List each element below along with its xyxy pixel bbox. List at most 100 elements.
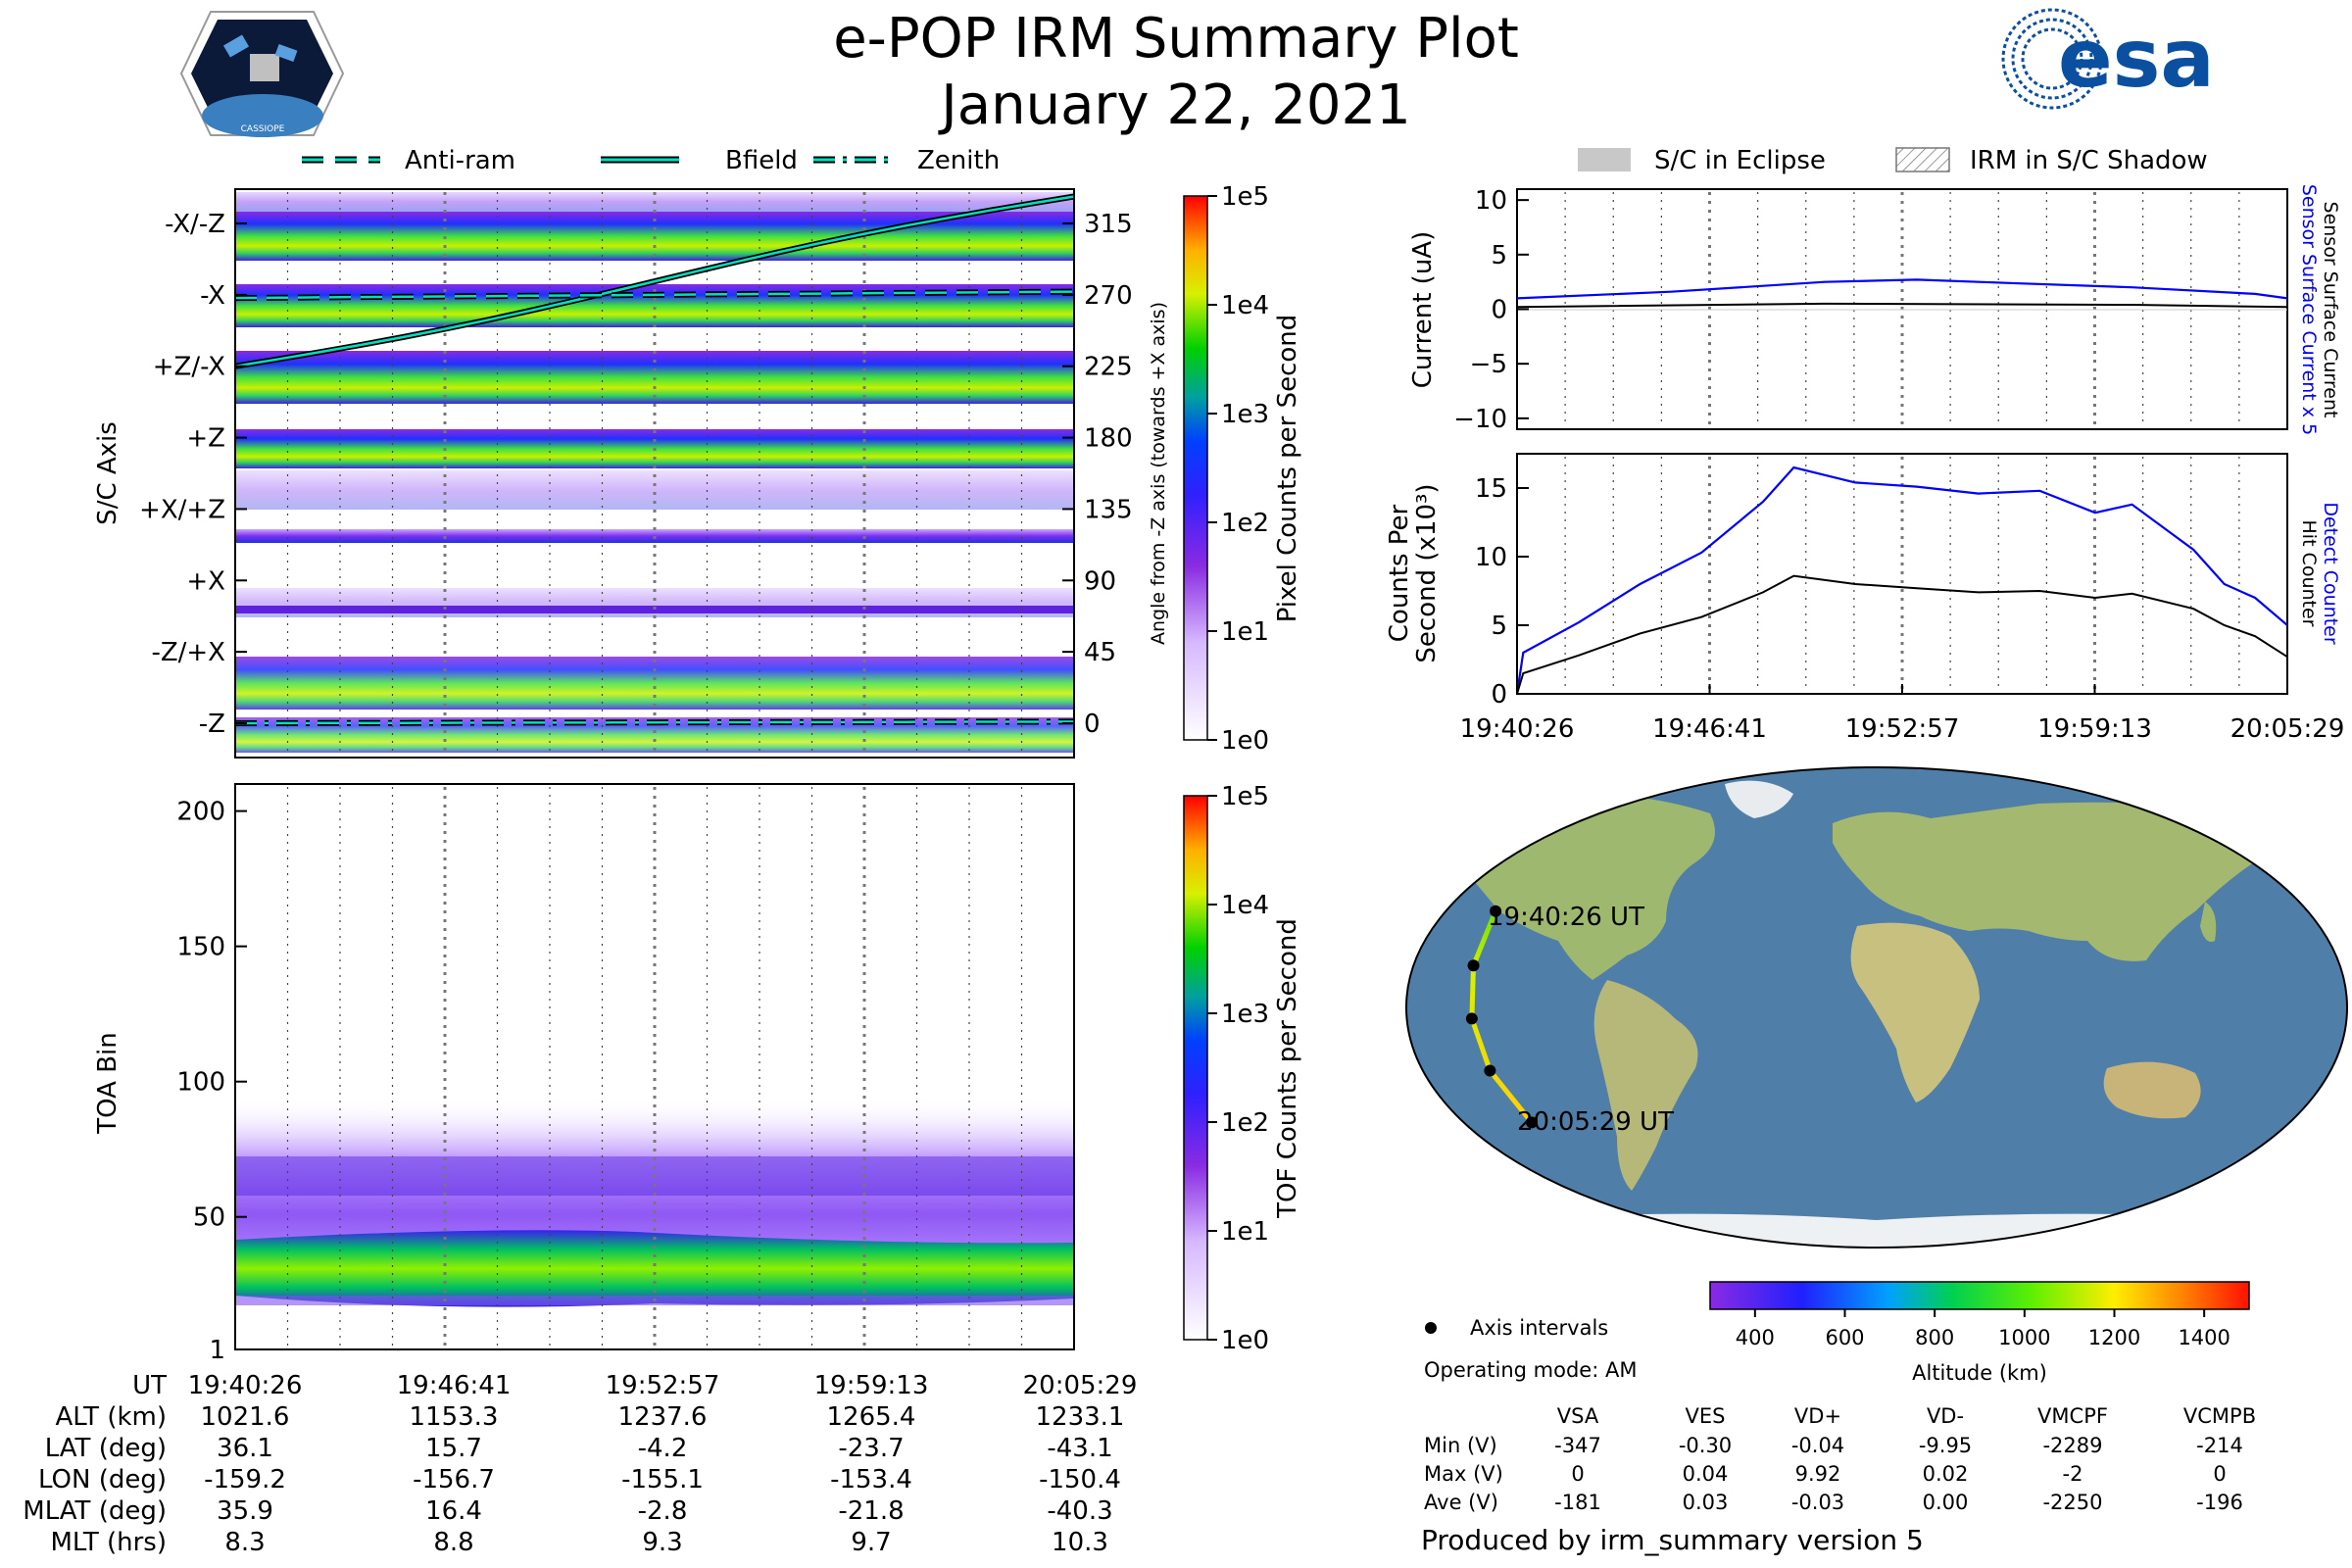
orbit-point bbox=[1490, 905, 1502, 917]
sensor-current-x5-line bbox=[1516, 278, 2288, 300]
current-panel: 10 5 0 −5 −10 Current (uA) Sensor Surface Cu… bbox=[1408, 184, 2341, 435]
voltage-header: VES bbox=[1686, 1404, 1726, 1428]
voltage-cell: -0.03 bbox=[1791, 1491, 1844, 1514]
sc-axis-tick-label: -X/-Z bbox=[165, 210, 225, 239]
toa-tick-label: 150 bbox=[176, 933, 225, 962]
ephemeris-cell: -4.2 bbox=[638, 1434, 688, 1463]
ephemeris-cell: -156.7 bbox=[413, 1465, 495, 1494]
angle-tick-label: 90 bbox=[1084, 566, 1116, 596]
page-title: e-POP IRM Summary Plot bbox=[833, 7, 1519, 71]
voltage-cell: 0.02 bbox=[1923, 1462, 1969, 1486]
sc-axis-tick-label: +X/+Z bbox=[139, 495, 225, 524]
ephemeris-cell: 1265.4 bbox=[827, 1402, 916, 1432]
sc-axis-time-grid bbox=[286, 192, 1023, 755]
ephemeris-cell: 10.3 bbox=[1052, 1528, 1108, 1557]
colorbar-tick-label: 1e1 bbox=[1221, 1217, 1269, 1247]
voltage-header: VMCPF bbox=[2037, 1404, 2108, 1428]
altitude-colorbar-ticks: 400 600 800 1000 1200 1400 bbox=[1736, 1309, 2230, 1349]
detect-counter-line bbox=[1515, 466, 2288, 695]
ephemeris-cell: 19:52:57 bbox=[606, 1371, 720, 1400]
sc-axis-tick-label: -Z/+X bbox=[151, 638, 225, 667]
voltage-cell: 9.92 bbox=[1795, 1462, 1841, 1486]
ephemeris-cell: -23.7 bbox=[838, 1434, 904, 1463]
angle-tick-label: 270 bbox=[1084, 281, 1133, 311]
ephemeris-cell: 9.7 bbox=[851, 1528, 891, 1557]
altitude-tick-label: 1400 bbox=[2178, 1326, 2230, 1349]
status-block: Axis intervals Operating mode: AM VSA VES… bbox=[1421, 1316, 2256, 1556]
colorbar-tick-label: 1e4 bbox=[1221, 891, 1269, 920]
sc-axis-y-ticks: -Z -Z/+X +X +X/+Z +Z +Z/-X -X -X/-Z bbox=[139, 210, 247, 739]
pixel-colorbar: 1e0 1e1 1e2 1e3 1e4 1e5 Pixel Counts per Seco… bbox=[1183, 182, 1302, 756]
voltage-cell: 0.03 bbox=[1683, 1491, 1729, 1514]
sc-axis-panel: -Z -Z/+X +X +X/+Z +Z +Z/-X -X -X/-Z 0 45 90 135 180… bbox=[93, 188, 1169, 759]
ephemeris-cell: 8.3 bbox=[224, 1528, 265, 1557]
legend-antiram: Anti-ram bbox=[405, 146, 515, 175]
ephemeris-cell: -43.1 bbox=[1047, 1434, 1112, 1463]
colorbar-tick-label: 1e0 bbox=[1221, 726, 1269, 756]
axis-interval-legend: Axis intervals bbox=[1470, 1316, 1608, 1340]
counter-x-ticks: 19:40:26 19:46:41 19:52:57 19:59:13 20:05:29 bbox=[1460, 684, 2345, 744]
counter-axis-label-line1: Counts Per bbox=[1385, 504, 1414, 642]
current-axis-label: Current (uA) bbox=[1408, 231, 1438, 388]
ephemeris-cell: 1153.3 bbox=[410, 1402, 499, 1432]
colorbar-tick-label: 1e5 bbox=[1221, 782, 1269, 811]
ephemeris-cell: 35.9 bbox=[217, 1496, 273, 1526]
colorbar-tick-label: 1e5 bbox=[1221, 182, 1269, 212]
tof-colorbar: 1e0 1e1 1e2 1e3 1e4 1e5 TOF Counts per Second bbox=[1183, 782, 1302, 1355]
angle-tick-label: 225 bbox=[1084, 353, 1133, 382]
colorbar-tick-label: 1e3 bbox=[1221, 1000, 1269, 1029]
counter-right-label-black: Hit Counter bbox=[2298, 520, 2320, 627]
voltage-row-label: Min (V) bbox=[1424, 1434, 1497, 1457]
operating-mode: Operating mode: AM bbox=[1424, 1358, 1637, 1382]
toa-tick-label: 50 bbox=[193, 1203, 225, 1233]
ephemeris-row-label: LON (deg) bbox=[38, 1465, 167, 1494]
angle-tick-label: 135 bbox=[1084, 495, 1133, 524]
sc-axis-tick-label: +Z/-X bbox=[153, 353, 225, 382]
angle-axis-label: Angle from -Z axis (towards +X axis) bbox=[1148, 302, 1169, 645]
axis-interval-marker bbox=[1425, 1322, 1437, 1334]
esa-logo: esa bbox=[2001, 8, 2215, 110]
voltage-cell: -9.95 bbox=[1919, 1434, 1972, 1457]
ephemeris-row-label: UT bbox=[132, 1371, 167, 1400]
toa-tick-label: 1 bbox=[209, 1336, 225, 1365]
esa-logo-text: esa bbox=[2058, 13, 2215, 106]
produced-by: Produced by irm_summary version 5 bbox=[1421, 1524, 1924, 1556]
colorbar-tick-label: 1e0 bbox=[1221, 1326, 1269, 1355]
altitude-tick-label: 400 bbox=[1736, 1326, 1775, 1349]
ephemeris-cell: 36.1 bbox=[217, 1434, 273, 1463]
voltage-header: VD+ bbox=[1794, 1404, 1841, 1428]
current-right-label-blue: Sensor Surface Current x 5 bbox=[2298, 184, 2320, 435]
colorbar-tick-label: 1e3 bbox=[1221, 400, 1269, 429]
voltage-cell: 0.04 bbox=[1683, 1462, 1729, 1486]
tof-colorbar-ticks: 1e0 1e1 1e2 1e3 1e4 1e5 bbox=[1207, 782, 1269, 1355]
voltage-cell: -0.30 bbox=[1679, 1434, 1732, 1457]
voltage-cell: -181 bbox=[1554, 1491, 1601, 1514]
toa-tick-label: 200 bbox=[176, 798, 225, 827]
legend-zenith: Zenith bbox=[917, 146, 1000, 175]
orbit-point bbox=[1467, 959, 1480, 972]
zenith-line-core bbox=[234, 720, 1075, 725]
voltage-cell: -0.04 bbox=[1791, 1434, 1844, 1457]
altitude-tick-label: 800 bbox=[1915, 1326, 1954, 1349]
current-tick-label: 5 bbox=[1491, 241, 1507, 270]
ephemeris-cell: 1021.6 bbox=[201, 1402, 290, 1432]
ephemeris-cell: -2.8 bbox=[638, 1496, 688, 1526]
page-date: January 22, 2021 bbox=[938, 74, 1410, 137]
ephemeris-cell: -40.3 bbox=[1047, 1496, 1112, 1526]
voltage-cell: 0 bbox=[1571, 1462, 1584, 1486]
ephemeris-row-label: MLT (hrs) bbox=[51, 1528, 168, 1557]
toa-axis-label: TOA Bin bbox=[93, 1032, 122, 1134]
ephemeris-cell: -21.8 bbox=[838, 1496, 904, 1526]
ephemeris-cell: 19:40:26 bbox=[188, 1371, 303, 1400]
voltage-row-label: Max (V) bbox=[1424, 1462, 1503, 1486]
counter-x-tick-label: 20:05:29 bbox=[2230, 714, 2345, 744]
bfield-line-core bbox=[234, 195, 1075, 368]
ephemeris-cell: 8.8 bbox=[433, 1528, 473, 1557]
sc-axis-tick-label: +Z bbox=[186, 424, 225, 454]
ephemeris-cell: -150.4 bbox=[1039, 1465, 1121, 1494]
antiram-line-core bbox=[234, 290, 1075, 300]
altitude-tick-label: 1000 bbox=[1998, 1326, 2050, 1349]
legend-bfield: Bfield bbox=[725, 146, 798, 175]
